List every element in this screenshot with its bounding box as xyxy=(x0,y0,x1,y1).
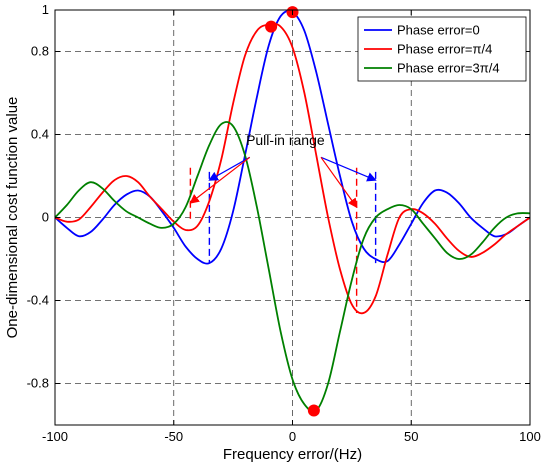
y-tick-label: -0.8 xyxy=(27,376,49,391)
y-tick-label: 0.4 xyxy=(31,127,49,142)
x-tick-label: 0 xyxy=(289,429,296,444)
x-tick-label: 100 xyxy=(519,429,541,444)
series-line-2 xyxy=(54,22,531,315)
pull-in-arrow xyxy=(208,156,251,181)
x-tick-label: 50 xyxy=(404,429,418,444)
y-tick-label: 1 xyxy=(42,2,49,17)
y-tick-label: -0.4 xyxy=(27,293,49,308)
x-tick-label: -100 xyxy=(42,429,68,444)
legend-label: Phase error=π/4 xyxy=(397,42,492,57)
x-tick-label: -50 xyxy=(164,429,183,444)
highlight-marker xyxy=(307,404,320,417)
y-tick-label: 0.8 xyxy=(31,44,49,59)
pull-in-arrow xyxy=(320,156,358,209)
legend: Phase error=0 Phase error=π/4 Phase error=… xyxy=(357,16,527,82)
annotation: Pull-in range xyxy=(189,132,377,209)
y-tick-label: 0 xyxy=(42,210,49,225)
series-line-3 xyxy=(54,121,531,413)
axes: -100 -50 0 50 100 1 0.8 0.4 0 -0.4 -0.8 Frequency e… xyxy=(4,2,541,463)
x-axis-label: Frequency error/(Hz) xyxy=(223,446,362,463)
legend-label: Phase error=3π/4 xyxy=(397,61,500,76)
pull-in-arrow xyxy=(320,156,377,182)
pull-in-range-label: Pull-in range xyxy=(246,132,325,148)
highlight-marker xyxy=(265,20,278,33)
legend-label: Phase error=0 xyxy=(397,23,480,38)
pull-in-arrow xyxy=(189,156,251,204)
y-axis-label: One-dimensional cost function value xyxy=(4,97,21,339)
